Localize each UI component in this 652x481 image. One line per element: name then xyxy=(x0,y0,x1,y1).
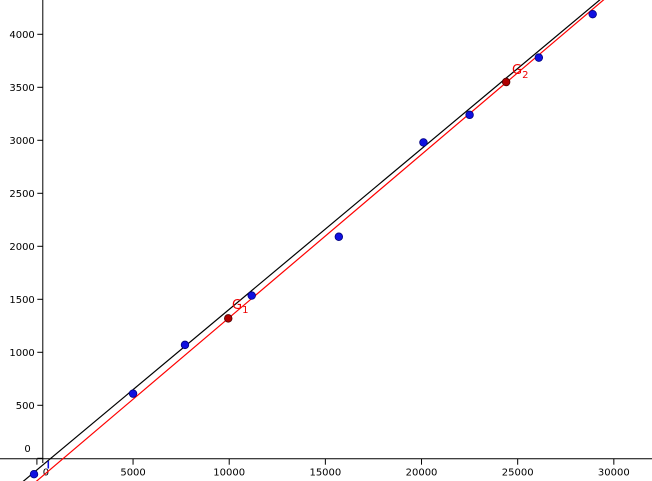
data-point xyxy=(588,9,597,19)
point-label-g1: G1 xyxy=(232,298,248,316)
y-tick-label-2500: 2500 xyxy=(9,189,34,200)
data-point xyxy=(465,110,474,120)
data-point xyxy=(128,389,138,398)
data-point xyxy=(180,340,190,350)
x-tick-label-10000: 10000 xyxy=(213,468,245,479)
point-label-g2: G2 xyxy=(512,63,528,81)
data-point xyxy=(419,138,428,147)
y-tick-label-3000: 3000 xyxy=(9,136,34,147)
data-point xyxy=(334,232,344,241)
y-tick-label-1000: 1000 xyxy=(9,348,34,359)
mayer-line-red xyxy=(35,0,605,481)
y-tick-label-1500: 1500 xyxy=(9,295,34,306)
x-tick-label-15000: 15000 xyxy=(309,468,341,479)
mean-point-g2 xyxy=(501,77,511,87)
data-point xyxy=(534,53,544,62)
x-tick-label-30000: 30000 xyxy=(598,468,630,479)
x-tick-label-25000: 25000 xyxy=(502,468,534,479)
x-tick-label-20000: 20000 xyxy=(406,468,438,479)
y-tick-label-4000: 4000 xyxy=(9,30,34,41)
y-tick-label-0: 0 xyxy=(24,444,30,455)
data-point xyxy=(247,291,256,300)
data-point xyxy=(29,470,39,479)
y-tick-label-3500: 3500 xyxy=(9,83,34,94)
x-tick-label-5000: 5000 xyxy=(120,468,145,479)
y-tick-label-500: 500 xyxy=(16,401,35,412)
mean-point-g1 xyxy=(224,314,233,323)
fit-line-black xyxy=(22,0,601,481)
y-tick-label-2000: 2000 xyxy=(9,242,34,253)
